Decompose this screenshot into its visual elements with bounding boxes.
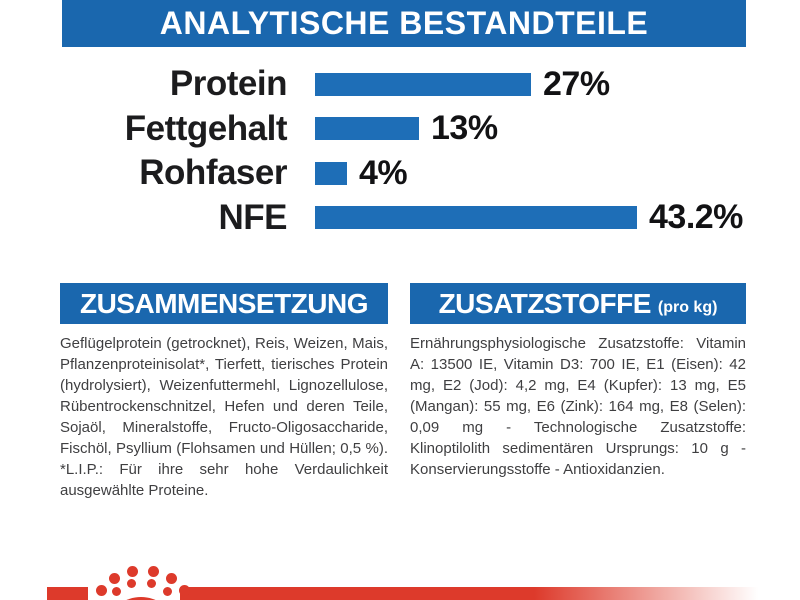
chart-category-label: Fettgehalt (124, 108, 288, 148)
chart-value-label: 4% (359, 153, 408, 192)
crown-dot (109, 573, 120, 584)
composition-section: ZUSAMMENSETZUNG Geflügelprotein (getrock… (60, 283, 388, 501)
crown-dot (148, 566, 159, 577)
crown-dome (111, 597, 171, 600)
chart-row: Fettgehalt 13% (0, 107, 800, 152)
crown-dot (127, 579, 136, 588)
composition-body-text: Geflügelprotein (getrocknet), Reis, Weiz… (60, 335, 388, 499)
crown-dot (112, 587, 121, 596)
crown-dot (166, 573, 177, 584)
crown-dot (127, 566, 138, 577)
additives-section-banner: ZUSATZSTOFFE (pro kg) (410, 283, 746, 324)
crown-dot (163, 587, 172, 596)
analytical-section-banner: ANALYTISCHE BESTANDTEILE (62, 0, 746, 47)
additives-body-text: Ernährungsphysiologische Zusatzstoffe: V… (410, 335, 746, 478)
additives-section-title: ZUSATZSTOFFE (438, 287, 652, 319)
crown-dot (96, 585, 107, 596)
bottom-red-rule-right (180, 587, 770, 600)
additives-section: ZUSATZSTOFFE (pro kg) Ernährungsphysiolo… (410, 283, 746, 480)
composition-section-title: ZUSAMMENSETZUNG (79, 287, 369, 319)
crown-dot (147, 579, 156, 588)
analytical-section-title: ANALYTISCHE BESTANDTEILE (159, 5, 649, 41)
chart-bar (315, 161, 347, 185)
chart-value-label: 43.2% (649, 198, 743, 237)
bottom-red-rule-left (47, 587, 88, 600)
chart-category-label: Protein (169, 64, 288, 104)
analytical-constituents-bar-chart: Protein 27% Fettgehalt 13% Rohfaser 4% NFE 43.2… (0, 62, 800, 240)
chart-row: NFE 43.2% (0, 196, 800, 241)
chart-row: Rohfaser 4% (0, 151, 800, 196)
chart-bar (315, 206, 637, 230)
chart-category-label: Rohfaser (139, 153, 287, 193)
crown-dot (179, 585, 190, 596)
chart-row: Protein 27% (0, 62, 800, 107)
chart-bar (315, 72, 531, 96)
chart-value-label: 13% (431, 109, 498, 148)
chart-category-label: NFE (218, 197, 288, 237)
composition-section-banner: ZUSAMMENSETZUNG (60, 283, 388, 324)
chart-value-label: 27% (543, 64, 610, 103)
additives-section-title-suffix: (pro kg) (657, 298, 718, 316)
chart-bar (315, 117, 419, 141)
